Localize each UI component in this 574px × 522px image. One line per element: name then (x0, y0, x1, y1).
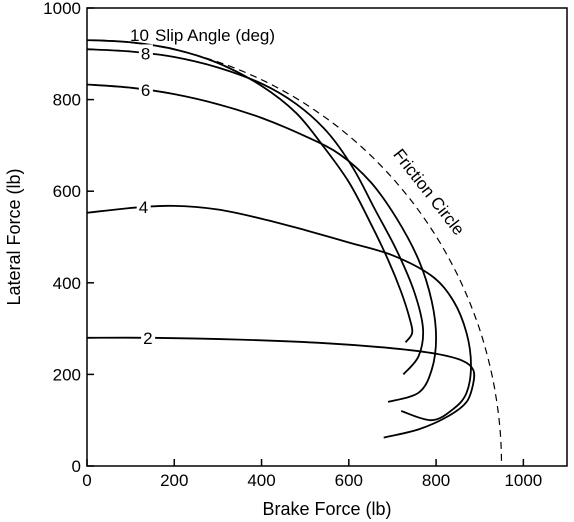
tick-labels: 0 200 400 600 800 1000 0 200 400 600 800 1000 (43, 0, 542, 490)
slip-angle-annotation: Slip Angle (deg) (155, 26, 275, 45)
y-tick-label: 600 (53, 182, 81, 201)
plot-frame (86, 7, 568, 467)
series-10-label: 10 (130, 26, 149, 45)
series-6-label-bg (138, 80, 153, 97)
reference-curves (86, 39, 503, 467)
x-tick-label: 800 (422, 471, 450, 490)
axes (86, 7, 568, 467)
x-tick-label: 1000 (504, 471, 542, 490)
series-10-line (86, 39, 414, 343)
x-tick-label: 200 (160, 471, 188, 490)
y-tick-label: 0 (72, 457, 81, 476)
x-axis-title: Brake Force (lb) (262, 499, 391, 519)
series-6-line (86, 83, 438, 403)
series-2-line (86, 336, 476, 439)
y-tick-label: 400 (53, 274, 81, 293)
series-2-label-bg (141, 328, 156, 345)
friction-circle-curve (86, 39, 503, 467)
x-tick-label: 600 (335, 471, 363, 490)
y-axis-title: Lateral Force (lb) (4, 168, 24, 305)
ticks (86, 7, 525, 467)
series-4-label: 4 (139, 198, 148, 217)
y-tick-label: 200 (53, 365, 81, 384)
y-tick-label: 1000 (43, 0, 81, 18)
series-6-label: 6 (141, 81, 150, 100)
series-2-label: 2 (143, 329, 152, 348)
x-tick-label: 400 (247, 471, 275, 490)
series-8-line (86, 48, 425, 375)
x-tick-label: 0 (82, 471, 91, 490)
series-8-label-bg (138, 44, 153, 61)
series-4-line (86, 204, 472, 422)
series (86, 39, 476, 439)
series-8-label: 8 (141, 44, 150, 63)
y-tick-label: 800 (53, 91, 81, 110)
series-4-label-bg (136, 198, 151, 215)
series-labels: 2 4 6 810 (130, 26, 156, 348)
